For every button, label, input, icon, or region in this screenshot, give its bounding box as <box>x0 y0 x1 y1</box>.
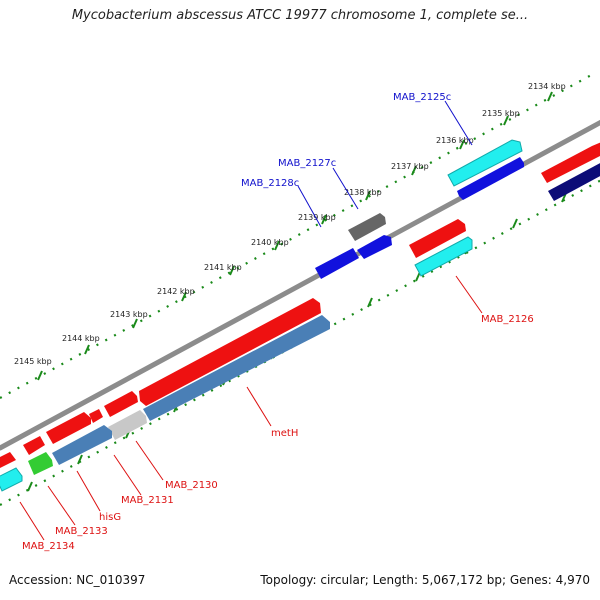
ruler-label: 2134 kbp <box>528 82 566 91</box>
gene-label-hisg: hisG <box>99 512 121 523</box>
gene-arrow-lightgray[interactable] <box>108 410 147 440</box>
label-leaders <box>19 100 483 541</box>
gene-arrow-green[interactable] <box>28 452 53 475</box>
ruler-label: 2137 kbp <box>391 162 429 171</box>
gene-arrow-forward[interactable] <box>0 452 16 470</box>
ruler-label: 2143 kbp <box>110 310 148 319</box>
gene-arrow-forward[interactable] <box>104 391 138 417</box>
gene-label-mab-2128c: MAB_2128c <box>241 178 299 189</box>
gene-arrow-forward[interactable] <box>89 409 103 423</box>
ruler-label: 2142 kbp <box>157 287 195 296</box>
gene-label-mab-2130: MAB_2130 <box>165 480 218 491</box>
genome-stats-text: Topology: circular; Length: 5,067,172 bp… <box>260 573 590 587</box>
gene-label-mab-2131: MAB_2131 <box>121 495 174 506</box>
ruler-labels: 2134 kbp 2135 kbp 2136 kbp 2137 kbp 2138… <box>14 82 566 366</box>
gene-arrow-reverse[interactable] <box>457 157 524 200</box>
map-title: Mycobacterium abscessus ATCC 19977 chrom… <box>71 8 529 23</box>
ruler-label: 2138 kbp <box>344 188 382 197</box>
gene-arrow-forward[interactable] <box>46 412 91 444</box>
gene-features[interactable] <box>0 139 600 492</box>
ruler-label: 2141 kbp <box>204 263 242 272</box>
accession-text: Accession: NC_010397 <box>9 573 146 587</box>
ruler-label: 2139 kbp <box>298 213 336 222</box>
gene-label-mab-2127c: MAB_2127c <box>278 158 336 169</box>
gene-arrow-rna[interactable] <box>447 139 523 187</box>
gene-label-mab-2125c: MAB_2125c <box>393 92 451 103</box>
gene-arrow-forward[interactable] <box>23 436 45 455</box>
ruler-label: 2136 kbp <box>436 136 474 145</box>
ruler-label: 2145 kbp <box>14 357 52 366</box>
gene-arrow-rna[interactable] <box>414 236 473 277</box>
ruler-label: 2135 kbp <box>482 109 520 118</box>
gene-label-mab-2134: MAB_2134 <box>22 541 75 552</box>
gene-arrow-forward[interactable] <box>409 219 466 258</box>
gene-arrow-reverse[interactable] <box>548 161 600 201</box>
outer-ruler-ticks <box>37 91 553 381</box>
gene-label-meth: metH <box>271 428 298 439</box>
ruler-label: 2144 kbp <box>62 334 100 343</box>
gene-labels: MAB_2125c MAB_2127c MAB_2128c MAB_2126 m… <box>22 92 534 552</box>
gene-label-mab-2126: MAB_2126 <box>481 314 534 325</box>
gene-arrow-reverse[interactable] <box>357 235 392 259</box>
gene-label-mab-2133: MAB_2133 <box>55 526 108 537</box>
gene-arrow-forward[interactable] <box>541 141 600 183</box>
gene-arrow-forward[interactable] <box>139 298 321 406</box>
gene-arrow-rna[interactable] <box>0 467 23 492</box>
gene-arrow-gray[interactable] <box>348 213 386 241</box>
gene-arrow-steelblue[interactable] <box>143 315 330 421</box>
ruler-label: 2140 kbp <box>251 238 289 247</box>
gene-arrow-reverse[interactable] <box>315 248 359 279</box>
gene-arrow-steelblue[interactable] <box>52 425 112 465</box>
